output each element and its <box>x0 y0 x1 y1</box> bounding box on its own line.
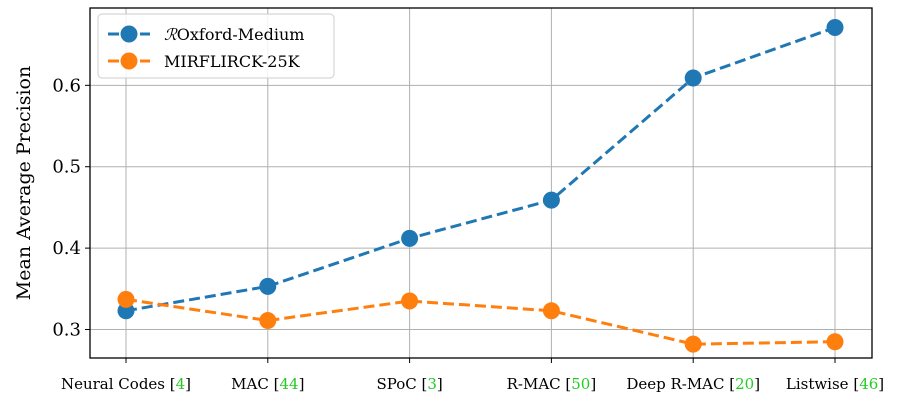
y-tick-label: 0.5 <box>52 157 81 178</box>
x-axis: Neural Codes [4] MAC [44] SPoC [3] R-MAC [5… <box>61 358 884 393</box>
data-point-0 <box>826 19 844 37</box>
data-point-1 <box>826 333 844 351</box>
series-line-0 <box>125 26 836 313</box>
x-tick-label: Deep R-MAC [20] <box>626 375 760 393</box>
data-point-1 <box>259 312 277 330</box>
plot-frame <box>89 7 873 359</box>
x-tick-label: R-MAC [50] <box>507 375 597 393</box>
legend: ℛOxford-Medium MIRFLIRCK-25K <box>97 13 335 79</box>
legend-label-1: MIRFLIRCK-25K <box>164 52 301 71</box>
x-tick-label: SPoC [3] <box>376 375 442 393</box>
data-point-1 <box>684 335 702 353</box>
series-layer <box>117 19 844 353</box>
y-tick-label: 0.3 <box>52 320 81 341</box>
data-point-0 <box>259 277 277 295</box>
y-tick-label: 0.6 <box>52 75 81 96</box>
data-point-1 <box>542 302 560 320</box>
data-point-0 <box>401 229 419 247</box>
x-tick-label: MAC [44] <box>231 375 304 393</box>
legend-label-0: ℛOxford-Medium <box>164 25 304 44</box>
data-point-0 <box>684 69 702 87</box>
x-tick-label: Listwise [46] <box>786 375 884 393</box>
y-tick-label: 0.4 <box>52 238 81 259</box>
data-point-1 <box>401 292 419 310</box>
data-point-0 <box>542 191 560 209</box>
legend-marker-0 <box>120 25 138 43</box>
legend-marker-1 <box>120 52 138 70</box>
y-axis: 0.3 0.4 0.5 0.6 <box>52 75 90 341</box>
y-axis-label: Mean Average Precision <box>13 66 35 300</box>
data-point-1 <box>117 290 135 308</box>
series-line-1 <box>125 297 836 346</box>
legend-box <box>97 13 335 79</box>
x-tick-label: Neural Codes [4] <box>61 375 191 393</box>
